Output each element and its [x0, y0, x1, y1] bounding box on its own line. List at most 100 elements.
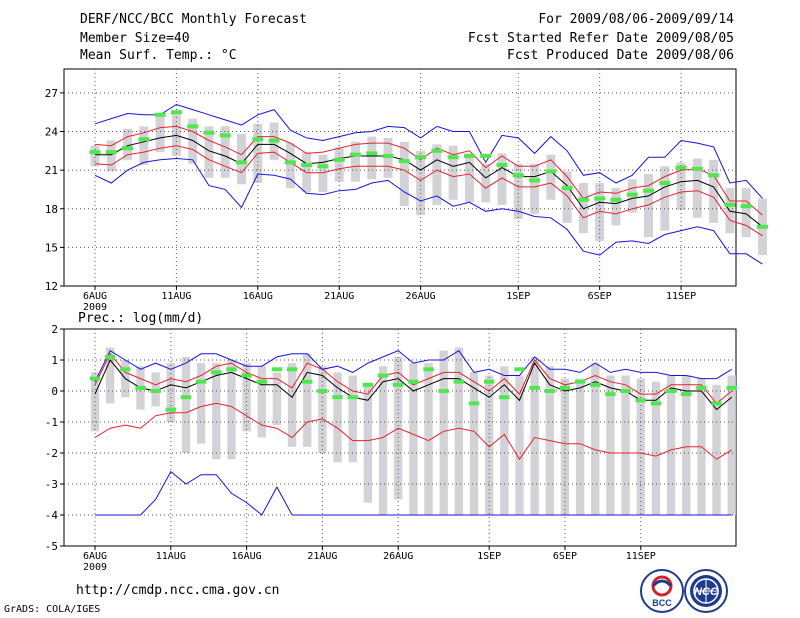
x-tick-label: 21AUG: [324, 291, 354, 302]
median-marker: [626, 192, 638, 197]
x-tick-label: 16AUG: [243, 291, 273, 302]
median-marker: [377, 373, 389, 378]
median-marker: [135, 385, 146, 390]
chart-panel-1: 12 15 18 21 24 27 6AUG 11AUG 16AUG 21AUG 26AUG 1SEP…: [45, 68, 768, 313]
y-tick-label: 1: [51, 354, 58, 367]
median-marker: [271, 367, 283, 372]
spread-box: [651, 381, 661, 515]
median-marker: [635, 398, 646, 403]
spread-box: [481, 163, 491, 203]
spread-box: [560, 378, 570, 515]
x-tick-label: 16AUG: [232, 551, 262, 562]
x-tick-label: 26AUG: [383, 551, 413, 562]
median-marker: [104, 354, 116, 359]
median-marker: [514, 367, 525, 372]
series-line-mean-1-std: [94, 125, 763, 216]
median-marker: [170, 110, 182, 115]
median-marker: [211, 370, 222, 375]
y-tick-label: 12: [45, 280, 58, 293]
median-marker: [594, 196, 606, 201]
y-tick-label: 27: [45, 87, 58, 100]
spread-box: [432, 144, 442, 205]
forecast-produced-date: Fcst Produced Date 2009/08/06: [507, 48, 734, 63]
y-tick-label: 0: [51, 385, 58, 398]
spread-box: [367, 136, 377, 180]
median-marker: [301, 162, 313, 167]
spread-box: [196, 363, 206, 444]
median-marker: [561, 186, 573, 191]
series-line-max: [94, 349, 732, 382]
median-marker: [89, 376, 101, 381]
median-marker: [154, 112, 166, 117]
median-marker: [219, 133, 231, 138]
x-tick-label: 1SEP: [506, 291, 530, 302]
median-marker: [138, 137, 150, 142]
spread-box: [257, 366, 266, 438]
median-marker: [711, 401, 722, 406]
median-marker: [284, 160, 296, 165]
median-marker: [431, 148, 443, 153]
spread-box: [348, 375, 357, 463]
spread-box: [188, 118, 198, 164]
median-marker: [236, 160, 247, 165]
x-tick-label: 6AUG: [83, 551, 107, 562]
member-size: Member Size=40: [80, 31, 190, 46]
median-marker: [559, 385, 571, 390]
spread-box: [409, 363, 418, 515]
spread-box: [351, 141, 360, 182]
median-marker: [286, 367, 298, 372]
source-url[interactable]: http://cmdp.ncc.cma.gov.cn: [76, 583, 280, 598]
series-line-min: [95, 470, 732, 516]
x-tick-label: 11SEP: [666, 291, 696, 302]
median-marker: [438, 389, 449, 393]
median-marker: [447, 155, 459, 160]
spread-box: [139, 126, 149, 165]
chart-title: DERF/NCC/BCC Monthly Forecast: [80, 12, 307, 27]
spread-box: [660, 166, 670, 231]
spread-box: [636, 378, 645, 515]
spread-box: [676, 162, 686, 211]
median-marker: [187, 124, 199, 129]
median-marker: [483, 379, 495, 384]
series-line-ensemble-mean: [95, 134, 763, 228]
spread-box: [497, 153, 507, 205]
median-marker: [150, 389, 161, 393]
y-tick-label: -5: [45, 540, 58, 553]
median-marker: [120, 367, 131, 372]
x-tick-label: 11AUG: [161, 291, 191, 302]
median-marker: [659, 181, 671, 185]
bcc-logo-graphic: BCC: [651, 575, 673, 608]
spread-box: [454, 347, 464, 515]
x-tick-label: 11AUG: [156, 551, 186, 562]
median-marker: [681, 392, 692, 397]
spread-box: [399, 141, 409, 207]
spread-box: [318, 154, 328, 193]
median-marker: [332, 395, 343, 400]
spread-box: [363, 384, 373, 503]
median-marker: [544, 389, 555, 393]
median-marker: [226, 367, 237, 372]
y-tick-label: 24: [45, 126, 59, 139]
spread-box: [155, 113, 165, 153]
median-marker: [408, 379, 419, 384]
ncc-logo-graphic: NCC: [690, 575, 722, 607]
spread-box: [212, 363, 221, 460]
spread-box: [530, 163, 540, 214]
median-marker: [268, 138, 280, 143]
median-marker: [512, 173, 524, 178]
median-marker: [708, 173, 720, 178]
median-marker: [590, 382, 601, 387]
y-tick-label: -1: [45, 416, 58, 429]
median-marker: [610, 197, 622, 202]
spread-box: [575, 378, 585, 515]
median-marker: [317, 164, 329, 169]
spread-box: [712, 384, 721, 515]
spread-box: [287, 363, 297, 447]
median-marker: [366, 151, 378, 156]
median-marker: [620, 389, 631, 393]
y-tick-label: 15: [45, 241, 58, 254]
median-marker: [529, 178, 541, 183]
x-tick-label: 6SEP: [588, 291, 612, 302]
median-marker: [463, 153, 475, 158]
